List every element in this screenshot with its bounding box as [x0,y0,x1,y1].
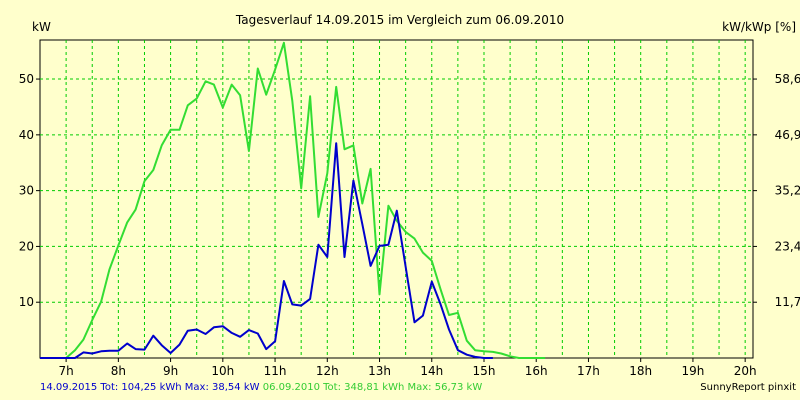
x-tick-label: 20h [734,364,757,378]
x-tick-label: 19h [681,364,704,378]
x-tick-label: 16h [525,364,548,378]
y-tick-label-left: 50 [19,72,34,86]
x-tick-label: 9h [163,364,178,378]
series-line-14.09.2015 [40,142,493,359]
x-tick-label: 8h [111,364,126,378]
x-tick-label: 7h [58,364,73,378]
series-line-06.09.2010 [40,41,546,359]
footer-credit: SunnyReport pinxit [700,382,796,393]
series-lines [40,41,546,359]
y-tick-label-left: 10 [19,295,34,309]
right-axis-label: kW/kWp [%] [722,20,796,34]
y-tick-label-right: 58,6 [775,72,800,86]
axis-ticks: 7h 8h 9h 10h 11h 12h 13h 14h 15h 16h 17h 18h 19h 20h 1… [19,72,800,378]
chart-title: Tagesverlauf 14.09.2015 im Vergleich zum… [235,13,564,27]
x-tick-label: 18h [629,364,652,378]
left-axis-label: kW [32,20,51,34]
y-tick-label-right: 11,7 [775,295,800,309]
x-tick-label: 11h [264,364,287,378]
x-tick-label: 13h [368,364,391,378]
grid [40,40,753,358]
x-tick-label: 17h [577,364,600,378]
footer-summary-2015: 14.09.2015 Tot: 104,25 kWh Max: 38,54 kW [40,382,260,393]
y-tick-label-right: 23,4 [775,239,800,253]
y-tick-label-left: 20 [19,239,34,253]
x-tick-label: 14h [420,364,443,378]
x-tick-label: 12h [316,364,339,378]
y-tick-label-right: 46,9 [775,128,800,142]
x-tick-label: 10h [211,364,234,378]
x-tick-label: 15h [473,364,496,378]
y-tick-label-left: 30 [19,184,34,198]
y-tick-label-right: 35,2 [775,184,800,198]
y-tick-label-left: 40 [19,128,34,142]
footer-summary-2010: 06.09.2010 Tot: 348,81 kWh Max: 56,73 kW [262,382,483,393]
footer-summary: 14.09.2015 Tot: 104,25 kWh Max: 38,54 kW… [40,382,482,393]
plot-area [39,39,754,359]
